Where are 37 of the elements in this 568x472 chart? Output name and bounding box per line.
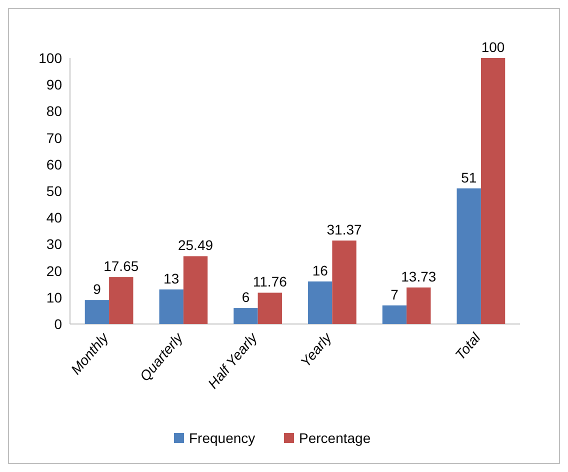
y-tick-label: 40 [46, 210, 62, 226]
y-tick-label: 80 [46, 103, 62, 120]
bar [406, 287, 431, 324]
data-label: 100 [481, 39, 505, 55]
data-label: 13.73 [401, 268, 436, 284]
bar [332, 240, 356, 324]
data-label: 16 [312, 262, 328, 278]
data-label: 6 [242, 289, 250, 306]
bar [234, 308, 258, 324]
data-label: 9 [93, 281, 102, 298]
bar [258, 292, 282, 324]
data-label: 25.49 [178, 237, 214, 254]
bar [109, 277, 134, 324]
y-tick-label: 70 [46, 130, 62, 146]
data-label: 11.76 [252, 274, 288, 290]
y-tick-label: 20 [46, 262, 62, 279]
bar [456, 188, 481, 324]
y-tick-label: 0 [54, 316, 62, 332]
data-label: 51 [461, 169, 477, 186]
data-label: 7 [390, 286, 399, 302]
data-label: 31.37 [326, 222, 362, 238]
legend-label: Percentage [299, 430, 371, 446]
y-tick-label: 90 [46, 76, 62, 93]
data-label: 17.65 [104, 258, 139, 274]
y-tick-label: 50 [46, 183, 62, 199]
bar [308, 281, 332, 324]
bar [84, 300, 110, 324]
bar [159, 289, 184, 324]
bar [183, 256, 208, 324]
bar [382, 305, 407, 324]
y-tick-label: 10 [46, 289, 62, 306]
bar [480, 58, 506, 324]
y-tick-label: 100 [38, 50, 62, 66]
legend-label: Frequency [189, 430, 256, 446]
y-tick-label: 30 [46, 236, 62, 252]
data-label: 13 [164, 270, 180, 286]
y-tick-label: 60 [46, 156, 62, 172]
